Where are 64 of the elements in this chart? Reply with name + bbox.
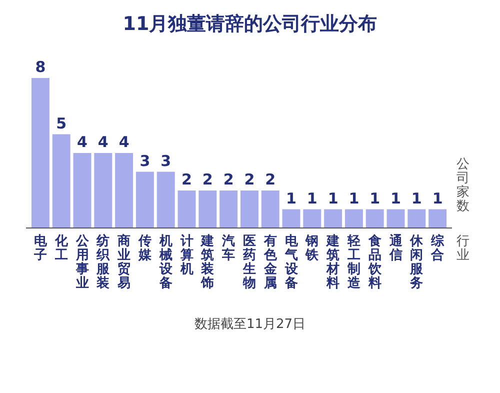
- data-label: 1: [390, 189, 401, 208]
- bar: [303, 209, 322, 228]
- x-tick-label: 传媒: [137, 234, 152, 263]
- bar: [220, 190, 238, 228]
- bar: [240, 190, 258, 228]
- y-axis-title: 公司家数: [456, 157, 470, 214]
- x-tick-label: 化工: [54, 234, 69, 263]
- data-label: 3: [160, 152, 172, 170]
- data-label: 1: [328, 189, 338, 208]
- x-tick-label: 钢铁: [304, 234, 320, 263]
- bar: [73, 153, 92, 228]
- bar: [408, 209, 426, 228]
- data-label: 3: [140, 152, 150, 170]
- bar: [198, 190, 217, 228]
- bar: [115, 153, 134, 228]
- bar: [178, 190, 196, 228]
- x-tick-label: 综合: [430, 233, 446, 263]
- data-label: 2: [182, 170, 192, 188]
- bar: [156, 172, 175, 228]
- data-label: 1: [286, 189, 296, 208]
- data-label: 2: [223, 170, 234, 188]
- x-tick-label: 建筑装饰: [200, 234, 214, 291]
- x-tick-label: 电气设备: [284, 234, 299, 291]
- x-tick-label: 医药生物: [242, 234, 256, 291]
- x-tick-label: 轻工制造: [346, 234, 362, 291]
- data-label: 4: [77, 133, 88, 151]
- bar: [94, 153, 112, 228]
- bar: [52, 134, 70, 228]
- x-tick-label: 通信: [388, 233, 404, 263]
- data-label: 1: [411, 189, 422, 208]
- data-label: 2: [202, 170, 213, 188]
- bar: [261, 190, 280, 228]
- x-tick-label: 食品饮料: [367, 234, 382, 291]
- data-label: 4: [98, 133, 108, 151]
- bar: [386, 209, 405, 228]
- x-tick-label: 有色金属: [262, 234, 278, 291]
- x-tick-label: 电子: [32, 234, 48, 263]
- x-tick-label: 商业贸易: [116, 233, 131, 291]
- x-tick-label: 公用事业: [74, 234, 90, 291]
- data-label: 5: [56, 114, 67, 132]
- data-label: 8: [35, 58, 46, 76]
- x-tick-label: 纺织服装: [96, 233, 111, 291]
- text: 数据截至11月27日: [194, 317, 306, 332]
- data-label: 4: [118, 133, 130, 151]
- data-label: 2: [244, 170, 255, 188]
- data-label: 1: [432, 189, 443, 208]
- x-tick-label: 汽车: [221, 234, 236, 263]
- bar: [136, 172, 154, 228]
- chart-title: 11月独董请辞的公司行业分布: [122, 13, 378, 35]
- data-label: 1: [348, 189, 360, 208]
- data-label: 2: [265, 170, 276, 188]
- bar: [344, 209, 363, 228]
- bar: [324, 209, 342, 228]
- x-axis-title: 行业: [456, 234, 470, 263]
- x-tick-label: 计算机: [179, 234, 194, 277]
- bar: [282, 209, 300, 228]
- bar: [428, 209, 447, 228]
- x-tick-label: 建筑材料: [326, 234, 340, 291]
- data-label: 1: [306, 189, 318, 208]
- bar: [366, 209, 384, 228]
- data-label: 1: [370, 189, 380, 208]
- x-tick-label: 机械设备: [158, 234, 174, 291]
- bar: [31, 78, 50, 228]
- x-tick-label: 休闲服务: [409, 234, 424, 291]
